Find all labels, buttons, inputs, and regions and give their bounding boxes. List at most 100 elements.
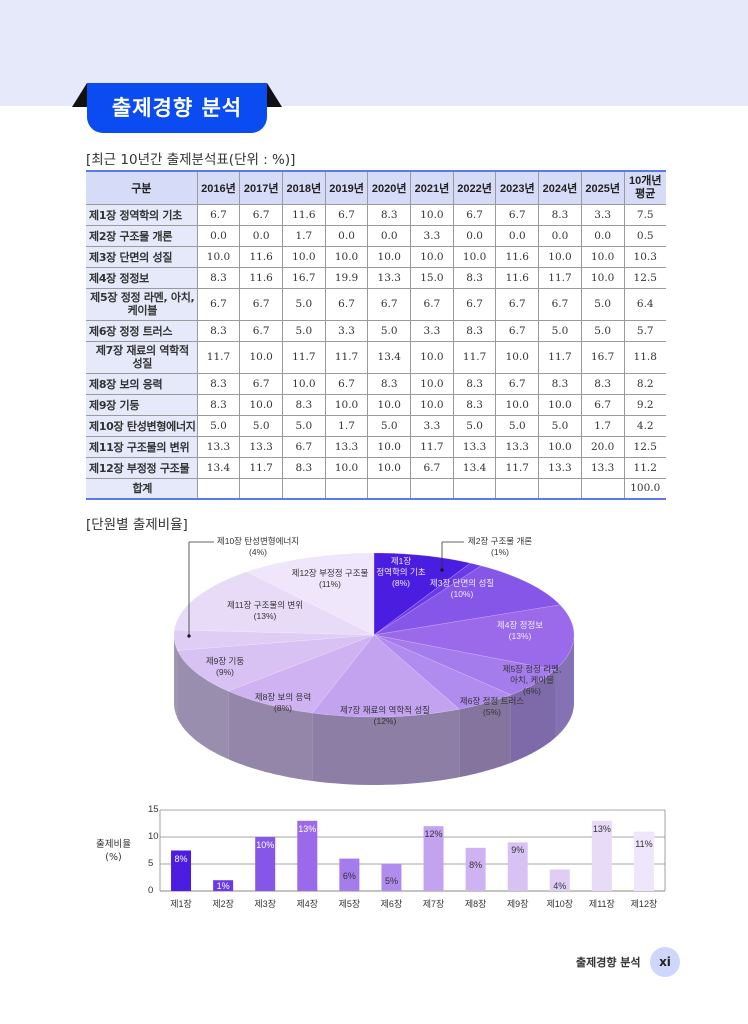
bar [339,858,360,891]
pie-label: 제1장 정역학의 기초 (8%) [341,556,461,589]
table-row: 제6장 정정 트러스 8.3 6.7 5.0 3.3 5.0 3.3 8.3 6.7 5.0 5.0… [86,319,666,342]
cell-value: 1.7 [324,414,369,437]
column-header: 2024년 [538,170,582,205]
cell-value: 13.3 [367,266,412,289]
cell-value: 5.0 [196,414,241,437]
table-row: 제10장 탄성변형에너지 5.0 5.0 5.0 1.7 5.0 3.3 5.0 5.0 5.0 1… [86,414,666,437]
cell-value: 11.7 [538,340,582,374]
cell-value: 11.7 [282,340,326,374]
cell-value: 5.0 [367,414,412,437]
cell-value: 5.0 [495,414,540,437]
pie-side-wall [312,709,460,785]
pie-label: 제7장 재료의 역학적 성질 (12%) [325,705,445,727]
pie-label-name: 제8장 보의 응력 [254,692,312,702]
cell-value: 5.0 [538,319,582,342]
cell-value: 11.7 [239,456,283,479]
column-header: 2025년 [580,170,625,205]
pie-label: 제4장 정정보 (13%) [460,620,580,642]
table-row: 제11장 구조물의 변위 13.3 13.3 6.7 13.3 10.0 11.7 13.3 1… [86,435,666,458]
bar-value-label: 4% [553,881,567,892]
cell-value: 6.7 [239,203,283,226]
cell-value: 6.7 [282,435,326,458]
column-header: 10개년 평균 [623,170,666,205]
pie-slice [173,629,375,651]
pie-label: 제3장 단면의 성질 (10%) [402,578,522,600]
x-category-label: 제2장 [212,899,234,909]
y-tick-label: 15 [148,804,159,815]
cell-value: 5.0 [282,414,326,437]
cell-value: 8.3 [196,266,241,289]
cell-value [452,477,497,500]
cell-value: 6.7 [239,287,283,321]
cell-value: 5.0 [580,319,625,342]
bar-value-label: 12% [424,829,443,840]
cell-value: 5.0 [282,287,326,321]
y-tick-label: 10 [148,831,159,842]
bar [507,842,528,891]
cell-value: 11.7 [538,266,582,289]
cell-value: 11.6 [282,203,326,226]
row-label: 제6장 정정 트러스 [86,319,198,342]
pie-label-name: 제6장 정정 트러스 [459,696,525,706]
cell-value: 5.0 [452,414,497,437]
cell-value: 1.7 [580,414,625,437]
bar-value-label: 8% [174,853,188,864]
cell-value: 13.3 [196,435,241,458]
pie-slice [373,565,561,636]
cell-value: 10.0 [410,203,454,226]
cell-value: 6.7 [324,287,369,321]
cell-value [282,477,326,500]
table-row: 제4장 정정보 8.3 11.6 16.7 19.9 13.3 15.0 8.3 11.6 11.… [86,266,666,289]
x-category-label: 제6장 [380,899,403,909]
cell-value [580,477,625,500]
pie-label-percent: (12%) [373,716,397,726]
cell-value: 6.7 [367,287,412,321]
cell-value: 6.7 [239,319,283,342]
pie-label-percent: (13%) [253,611,277,621]
cell-value: 6.7 [324,372,369,395]
pie-slice [227,634,375,714]
cell-value [367,477,412,500]
cell-value: 10.0 [324,456,369,479]
cell-value: 9.2 [623,393,666,416]
row-label-line: 케이블 [127,304,158,317]
row-label-line: 성질 [132,357,153,370]
table-row: 제9장 기둥 8.3 10.0 8.3 10.0 10.0 10.0 8.3 10.0 10.0 6… [86,393,666,416]
cell-value: 10.0 [367,456,412,479]
cell-value: 11.6 [495,266,540,289]
cell-value: 13.3 [495,435,540,458]
cell-value: 5.0 [538,414,582,437]
table-caption: [최근 10년간 출제분석표(단위 : %)] [86,152,296,168]
cell-value: 5.7 [623,319,666,342]
cell-value [196,477,241,500]
cell-value: 11.7 [495,456,540,479]
row-label: 제3장 단면의 성질 [86,245,198,268]
bar-chart: 출제비율 (%) 0 5 10 15 제1장 8% 제2장 1% 제3장 10% 제4장 13% 제5장… [80,800,680,920]
pie-label-name: 제3장 단면의 성질 [429,578,495,588]
pie-slice [373,552,472,636]
pie-label-name: 제5장 정정 라멘, [502,664,562,674]
leader-dot [187,634,191,638]
table-row: 제3장 단면의 성질 10.0 11.6 10.0 10.0 10.0 10.0 10.0 11… [86,245,666,268]
row-label: 합계 [86,477,198,500]
bar [465,847,486,891]
cell-value: 8.3 [367,372,412,395]
column-header: 2016년 [196,170,241,205]
cell-value: 8.3 [282,393,326,416]
pie-label: 제8장 보의 응력 (8%) [223,692,343,714]
cell-value: 6.7 [452,287,497,321]
table-row: 제2장 구조물 개론 0.0 0.0 1.7 0.0 0.0 3.3 0.0 0.0 0.0 0.0… [86,224,666,247]
cell-value: 0.0 [580,224,625,247]
pie-label-name: 제7장 재료의 역학적 성질 [339,705,430,715]
pie-slice [311,634,460,718]
cell-value: 10.0 [324,245,369,268]
column-header: 2021년 [410,170,454,205]
bar-value-label: 6% [342,870,356,881]
bar [633,831,654,891]
bar [423,826,444,891]
table-header-row: 구분 2016년 2017년 2018년 2019년 2020년 2021년 2022년 202… [86,170,666,205]
table-row: 제7장 재료의 역학적 성질 11.7 10.0 11.7 11.7 13.4 10.0 11.… [86,340,666,374]
cell-value: 6.7 [410,456,454,479]
cell-value: 11.6 [495,245,540,268]
cell-value: 4.2 [623,414,666,437]
